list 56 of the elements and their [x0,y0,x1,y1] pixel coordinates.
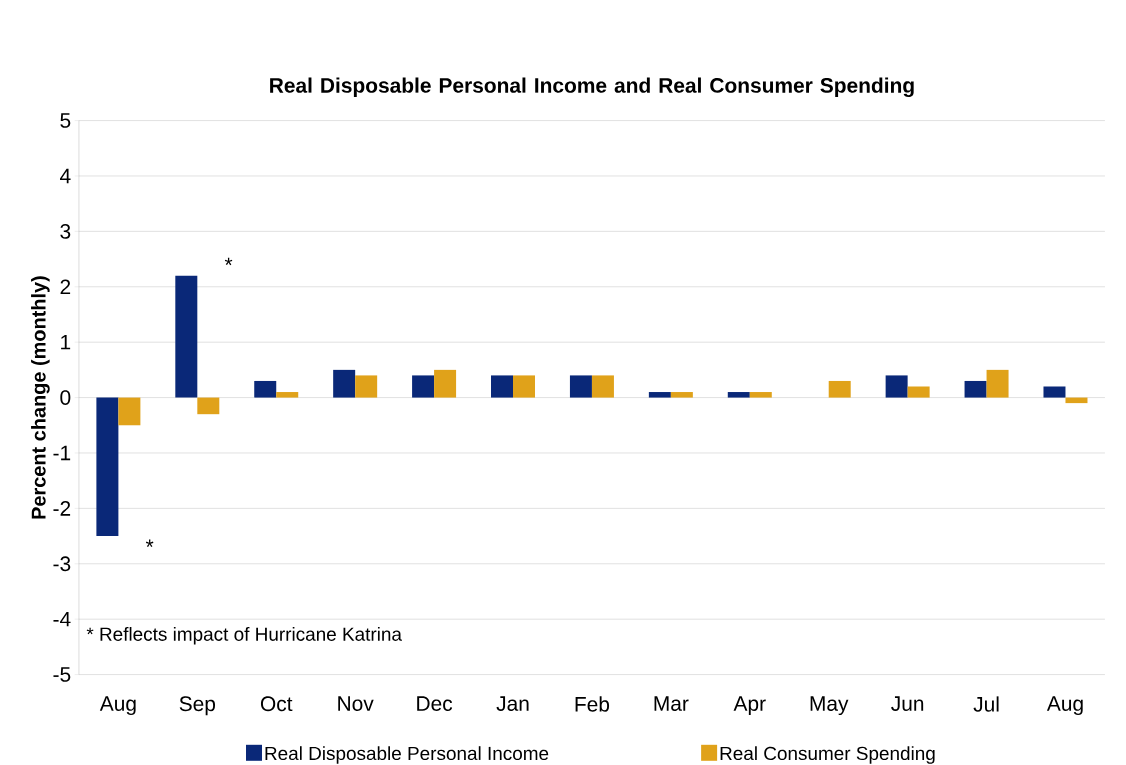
y-tick-label: 0 [60,389,71,405]
bar [591,375,614,398]
chart-title: Real Disposable Personal Income and Real Consumer Spending [270,77,914,97]
y-tick-label: 5 [60,113,71,128]
bar [276,391,299,398]
bar [885,375,908,398]
x-tick-label: Jun [891,696,924,711]
y-tick-label: 2 [60,279,71,294]
bar [986,369,1009,398]
bar [670,391,693,398]
y-tick-label: -3 [53,556,71,571]
x-tick-label: Dec [417,696,453,711]
x-tick-label: Apr [733,696,766,715]
bar [964,380,987,398]
annotation: * [224,257,233,265]
x-tick-label: Mar [654,696,689,711]
y-tick-label: 4 [60,168,71,183]
bar [333,369,356,398]
annotation: * Reflects impact of Hurricane Katrina [86,626,402,645]
bar [513,375,536,398]
bar [254,380,277,398]
x-tick-label: Jul [973,696,999,712]
annotation: * [145,539,154,547]
y-tick-label: -5 [53,667,71,682]
bar [907,386,930,398]
y-tick-label: 3 [60,223,71,239]
y-tick-label: 1 [61,334,71,350]
bar [1065,397,1088,403]
bar [355,375,378,398]
x-tick-label: Feb [575,696,610,712]
x-tick-label: Aug [99,696,136,715]
bar [749,391,772,398]
bar [648,391,671,398]
bar [197,397,220,414]
bar [96,397,119,536]
bar [118,397,141,426]
legend-label: Real Disposable Personal Income [265,746,549,764]
x-tick-label: Nov [338,696,374,711]
x-tick-label: Sep [179,696,216,716]
y-tick-label: -1 [53,445,71,460]
bar [727,391,750,398]
y-tick-label: -4 [53,611,71,627]
bar [491,375,514,398]
bar [175,275,198,398]
bar [569,375,592,398]
y-tick-label: -2 [53,500,71,516]
legend-label: Real Consumer Spending [720,746,935,764]
bar [1043,386,1066,398]
x-tick-label: May [810,696,849,715]
bar [828,380,851,398]
bar [412,375,435,398]
bar [434,369,457,398]
x-tick-label: Aug [1046,696,1083,715]
y-axis-title: Percent change (monthly) [31,276,50,519]
x-tick-label: Jan [496,696,529,711]
x-tick-label: Oct [260,696,293,711]
